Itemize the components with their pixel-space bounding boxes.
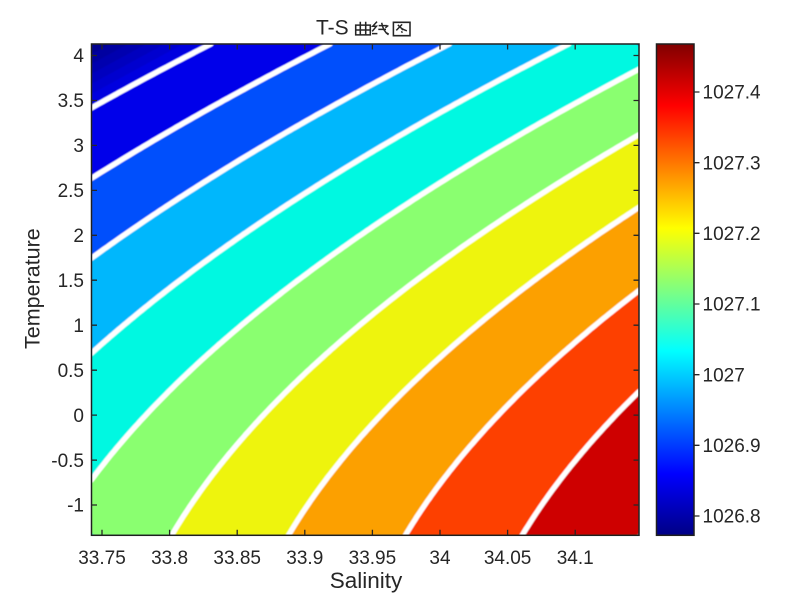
svg-text:33.75: 33.75 xyxy=(78,548,126,569)
svg-text:1: 1 xyxy=(73,316,84,337)
svg-text:33.95: 33.95 xyxy=(349,548,397,569)
svg-text:1026.9: 1026.9 xyxy=(703,436,761,457)
svg-text:1027.1: 1027.1 xyxy=(703,295,761,316)
svg-text:T-S: T-S xyxy=(316,17,349,40)
svg-text:2.5: 2.5 xyxy=(58,181,84,202)
svg-text:2: 2 xyxy=(73,226,84,247)
svg-text:1.5: 1.5 xyxy=(58,271,84,292)
svg-text:0: 0 xyxy=(73,406,84,427)
svg-text:Temperature: Temperature xyxy=(20,228,44,349)
svg-text:1027.4: 1027.4 xyxy=(703,83,762,104)
svg-text:-1: -1 xyxy=(67,496,84,517)
svg-text:4: 4 xyxy=(73,46,84,67)
svg-text:1027.2: 1027.2 xyxy=(703,224,761,245)
svg-text:3.5: 3.5 xyxy=(58,91,84,112)
svg-text:33.8: 33.8 xyxy=(151,548,188,569)
svg-text:34.05: 34.05 xyxy=(484,548,532,569)
svg-text:1026.8: 1026.8 xyxy=(703,507,761,528)
svg-text:33.85: 33.85 xyxy=(213,548,261,569)
svg-text:3: 3 xyxy=(73,136,84,157)
svg-text:-0.5: -0.5 xyxy=(51,451,84,472)
svg-text:Salinity: Salinity xyxy=(330,568,403,593)
svg-text:1027.3: 1027.3 xyxy=(703,153,761,174)
svg-text:34.1: 34.1 xyxy=(557,548,594,569)
svg-text:33.9: 33.9 xyxy=(286,548,323,569)
svg-text:0.5: 0.5 xyxy=(58,361,84,382)
svg-text:1027: 1027 xyxy=(703,365,745,386)
svg-text:34: 34 xyxy=(429,548,451,569)
